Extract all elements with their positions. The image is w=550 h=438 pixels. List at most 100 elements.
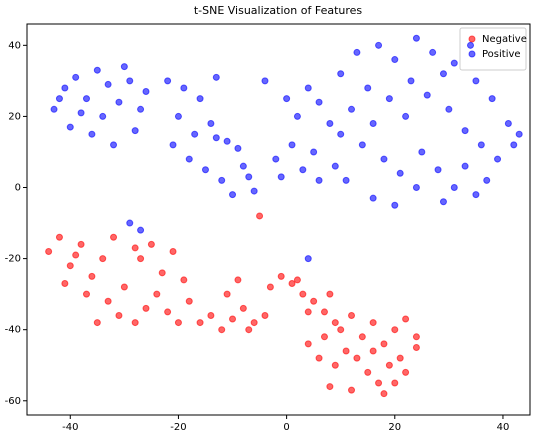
point xyxy=(82,95,90,103)
point xyxy=(212,73,220,81)
point xyxy=(337,326,345,334)
point xyxy=(72,251,80,259)
point xyxy=(402,368,410,376)
legend-box xyxy=(459,27,527,71)
point xyxy=(515,130,523,138)
point xyxy=(412,34,420,42)
point xyxy=(450,184,458,192)
point xyxy=(50,105,58,113)
point xyxy=(494,155,502,163)
point xyxy=(229,315,237,323)
point xyxy=(358,333,366,341)
point xyxy=(61,84,69,92)
x-tick-label: 0 xyxy=(283,422,289,433)
point xyxy=(207,311,215,319)
point xyxy=(396,354,404,362)
legend-marker xyxy=(468,50,476,58)
point xyxy=(348,386,356,394)
point xyxy=(461,127,469,135)
point xyxy=(137,105,145,113)
point xyxy=(472,77,480,85)
point xyxy=(283,95,291,103)
legend-marker xyxy=(468,35,476,43)
chart-title: t-SNE Visualization of Features xyxy=(194,4,363,17)
point xyxy=(369,194,377,202)
y-tick-label: 40 xyxy=(8,40,21,51)
point xyxy=(331,361,339,369)
point xyxy=(158,269,166,277)
point xyxy=(353,354,361,362)
point xyxy=(412,184,420,192)
point xyxy=(115,98,123,106)
point xyxy=(348,311,356,319)
y-tick-label: 0 xyxy=(15,183,21,194)
y-tick-label: -40 xyxy=(5,325,21,336)
point xyxy=(288,141,296,149)
point xyxy=(126,219,134,227)
point xyxy=(55,233,63,241)
point xyxy=(331,319,339,327)
point xyxy=(326,290,334,298)
point xyxy=(218,326,226,334)
point xyxy=(445,105,453,113)
point xyxy=(342,176,350,184)
legend-label: Negative xyxy=(482,34,527,45)
point xyxy=(45,247,53,255)
point xyxy=(439,198,447,206)
point xyxy=(304,340,312,348)
point xyxy=(342,347,350,355)
point xyxy=(358,141,366,149)
point xyxy=(239,162,247,170)
point xyxy=(261,77,269,85)
point xyxy=(304,255,312,263)
point xyxy=(185,297,193,305)
point xyxy=(288,279,296,287)
point xyxy=(391,56,399,64)
point xyxy=(315,354,323,362)
point xyxy=(223,290,231,298)
point xyxy=(207,120,215,128)
point xyxy=(299,290,307,298)
point xyxy=(126,77,134,85)
point xyxy=(380,340,388,348)
point xyxy=(369,347,377,355)
point xyxy=(250,319,258,327)
point xyxy=(407,77,415,85)
point xyxy=(180,84,188,92)
point xyxy=(320,308,328,316)
x-tick-label: -40 xyxy=(62,422,78,433)
point xyxy=(131,319,139,327)
point xyxy=(326,383,334,391)
point xyxy=(483,176,491,184)
point xyxy=(310,148,318,156)
point xyxy=(77,109,85,117)
point xyxy=(245,326,253,334)
point xyxy=(396,169,404,177)
point xyxy=(99,112,107,120)
point xyxy=(380,390,388,398)
point xyxy=(218,176,226,184)
point xyxy=(391,201,399,209)
point xyxy=(120,63,128,71)
point xyxy=(429,48,437,56)
point xyxy=(185,155,193,163)
point xyxy=(153,290,161,298)
point xyxy=(137,255,145,263)
point xyxy=(147,240,155,248)
point xyxy=(250,187,258,195)
point xyxy=(391,379,399,387)
point xyxy=(418,148,426,156)
point xyxy=(77,240,85,248)
point xyxy=(93,66,101,74)
point xyxy=(82,290,90,298)
point xyxy=(385,361,393,369)
point xyxy=(196,319,204,327)
point xyxy=(72,73,80,81)
point xyxy=(261,311,269,319)
point xyxy=(104,297,112,305)
point xyxy=(380,155,388,163)
point xyxy=(131,127,139,135)
point xyxy=(99,255,107,263)
point xyxy=(245,173,253,181)
